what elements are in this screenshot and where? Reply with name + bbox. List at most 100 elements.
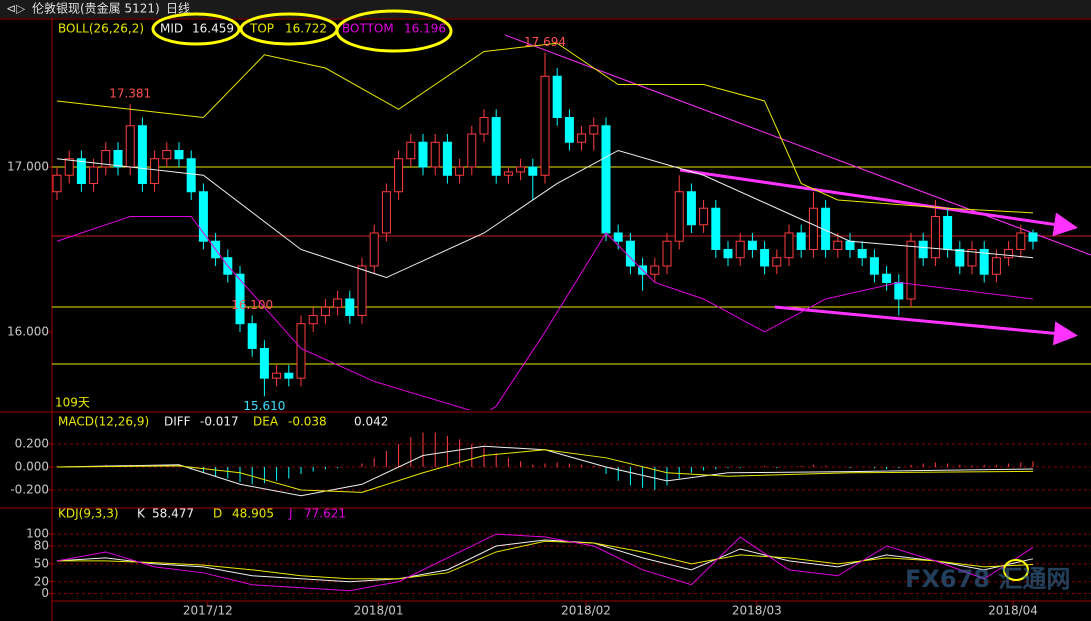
candle-body (467, 133, 477, 168)
candle-body (882, 273, 892, 283)
y-tick-label: 0.000 (15, 460, 49, 474)
y-tick-label: 0.200 (15, 436, 49, 450)
highlight-circle (335, 9, 453, 53)
candle-body (918, 240, 928, 259)
candle-body (796, 232, 806, 250)
legend-value: -0.017 (200, 415, 239, 429)
legend-value: 77.621 (304, 507, 346, 521)
panel (52, 432, 1091, 497)
legend-name: DEA (253, 415, 279, 429)
x-tick-label: 2018/04 (988, 604, 1038, 618)
legend-value: 16.196 (404, 22, 446, 36)
legend-value: -0.038 (288, 415, 327, 429)
candle-body (564, 117, 574, 143)
candle-body (601, 125, 611, 234)
candle-body (625, 240, 635, 267)
candle-body (259, 347, 269, 379)
candle-body (442, 141, 452, 176)
indicator-label: BOLL(26,26,2) (58, 22, 144, 36)
candle-body (845, 240, 855, 250)
candle-body (967, 248, 977, 267)
x-tick-label: 2018/02 (561, 604, 611, 618)
legend-value: 16.459 (192, 22, 234, 36)
indicator-label: MACD(12,26,9) (58, 415, 149, 429)
candle-body (89, 166, 99, 184)
candle-body (491, 117, 501, 176)
candle-body (1028, 232, 1038, 242)
candle-body (711, 207, 721, 250)
candle-body (125, 125, 135, 168)
price-annotation: 15.610 (243, 399, 285, 413)
candle-body (455, 166, 465, 176)
candle-body (64, 158, 74, 176)
candle-body (930, 215, 940, 259)
indicator-line (56, 533, 1034, 592)
plot-area: 17.000 16.000 17.381 15.610 17.694 16.100 0.20… (7, 35, 1091, 618)
candle-body (296, 323, 306, 379)
candle-body (150, 158, 160, 184)
candle-body (894, 281, 904, 300)
candle-body (198, 191, 208, 242)
y-tick-label: 0 (41, 586, 49, 600)
candle-body (479, 117, 489, 135)
price-annotation: 16.100 (231, 298, 273, 312)
candle-body (272, 372, 282, 379)
legend-name: DIFF (164, 415, 191, 429)
indicator-line (56, 539, 1034, 583)
watermark: FX678 汇通网 (905, 565, 1070, 593)
candle-body (345, 298, 355, 316)
candle-body (113, 149, 123, 168)
candle-body (137, 125, 147, 184)
price-annotation: 17.694 (524, 35, 566, 49)
candle-body (735, 240, 745, 259)
candle-body (650, 265, 660, 275)
indicator-line (56, 445, 1034, 497)
candle-body (235, 273, 245, 325)
back-icon[interactable]: ⊲▷ (6, 2, 26, 16)
candle-body (430, 141, 440, 168)
period[interactable]: 日线 (166, 2, 190, 16)
candle-body (76, 158, 86, 184)
trend-line (504, 34, 1091, 256)
candle-body (528, 166, 538, 176)
legend-name: TOP (249, 22, 274, 36)
y-tick-label: -0.200 (10, 483, 49, 497)
trend-arrow (679, 168, 1078, 237)
candle-body (381, 191, 391, 234)
candle-body (540, 75, 550, 176)
candle-body (772, 257, 782, 267)
panel (52, 533, 1091, 595)
bar-count: 109天 (55, 396, 90, 410)
y-tick-label: 16.000 (7, 324, 49, 338)
x-tick-label: 2018/01 (354, 604, 404, 618)
legend-value: 0.042 (354, 415, 388, 429)
candle-body (247, 323, 257, 349)
y-tick-label: 20 (34, 574, 49, 588)
indicator-line (56, 215, 1034, 410)
instrument-title: 伦敦银现(贵金属 5121) (32, 1, 160, 16)
trend-arrow (774, 305, 1078, 346)
x-tick-label: 2017/12 (183, 604, 233, 618)
candle-body (284, 372, 294, 379)
candle-body (979, 248, 989, 275)
candle-body (869, 257, 879, 275)
candle-body (394, 158, 404, 193)
panel (52, 42, 1038, 410)
candle-body (699, 207, 709, 226)
legend-name: BOTTOM (342, 22, 394, 36)
candle-body (406, 141, 416, 160)
candle-body (991, 257, 1001, 275)
candle-body (186, 158, 196, 193)
candle-body (662, 240, 672, 267)
candle-body (955, 248, 965, 267)
highlight-circle (151, 12, 241, 46)
candle-body (833, 240, 843, 250)
candle-body (333, 298, 343, 308)
indicator-label: KDJ(9,3,3) (58, 507, 119, 521)
legend-name: MID (160, 22, 183, 36)
candle-body (784, 232, 794, 259)
indicator-line (56, 42, 1034, 214)
candle-body (552, 75, 562, 119)
